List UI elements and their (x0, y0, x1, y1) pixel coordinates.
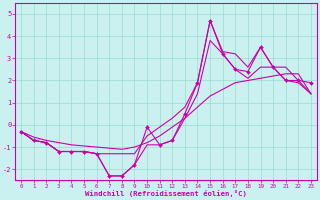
X-axis label: Windchill (Refroidissement éolien,°C): Windchill (Refroidissement éolien,°C) (85, 190, 247, 197)
